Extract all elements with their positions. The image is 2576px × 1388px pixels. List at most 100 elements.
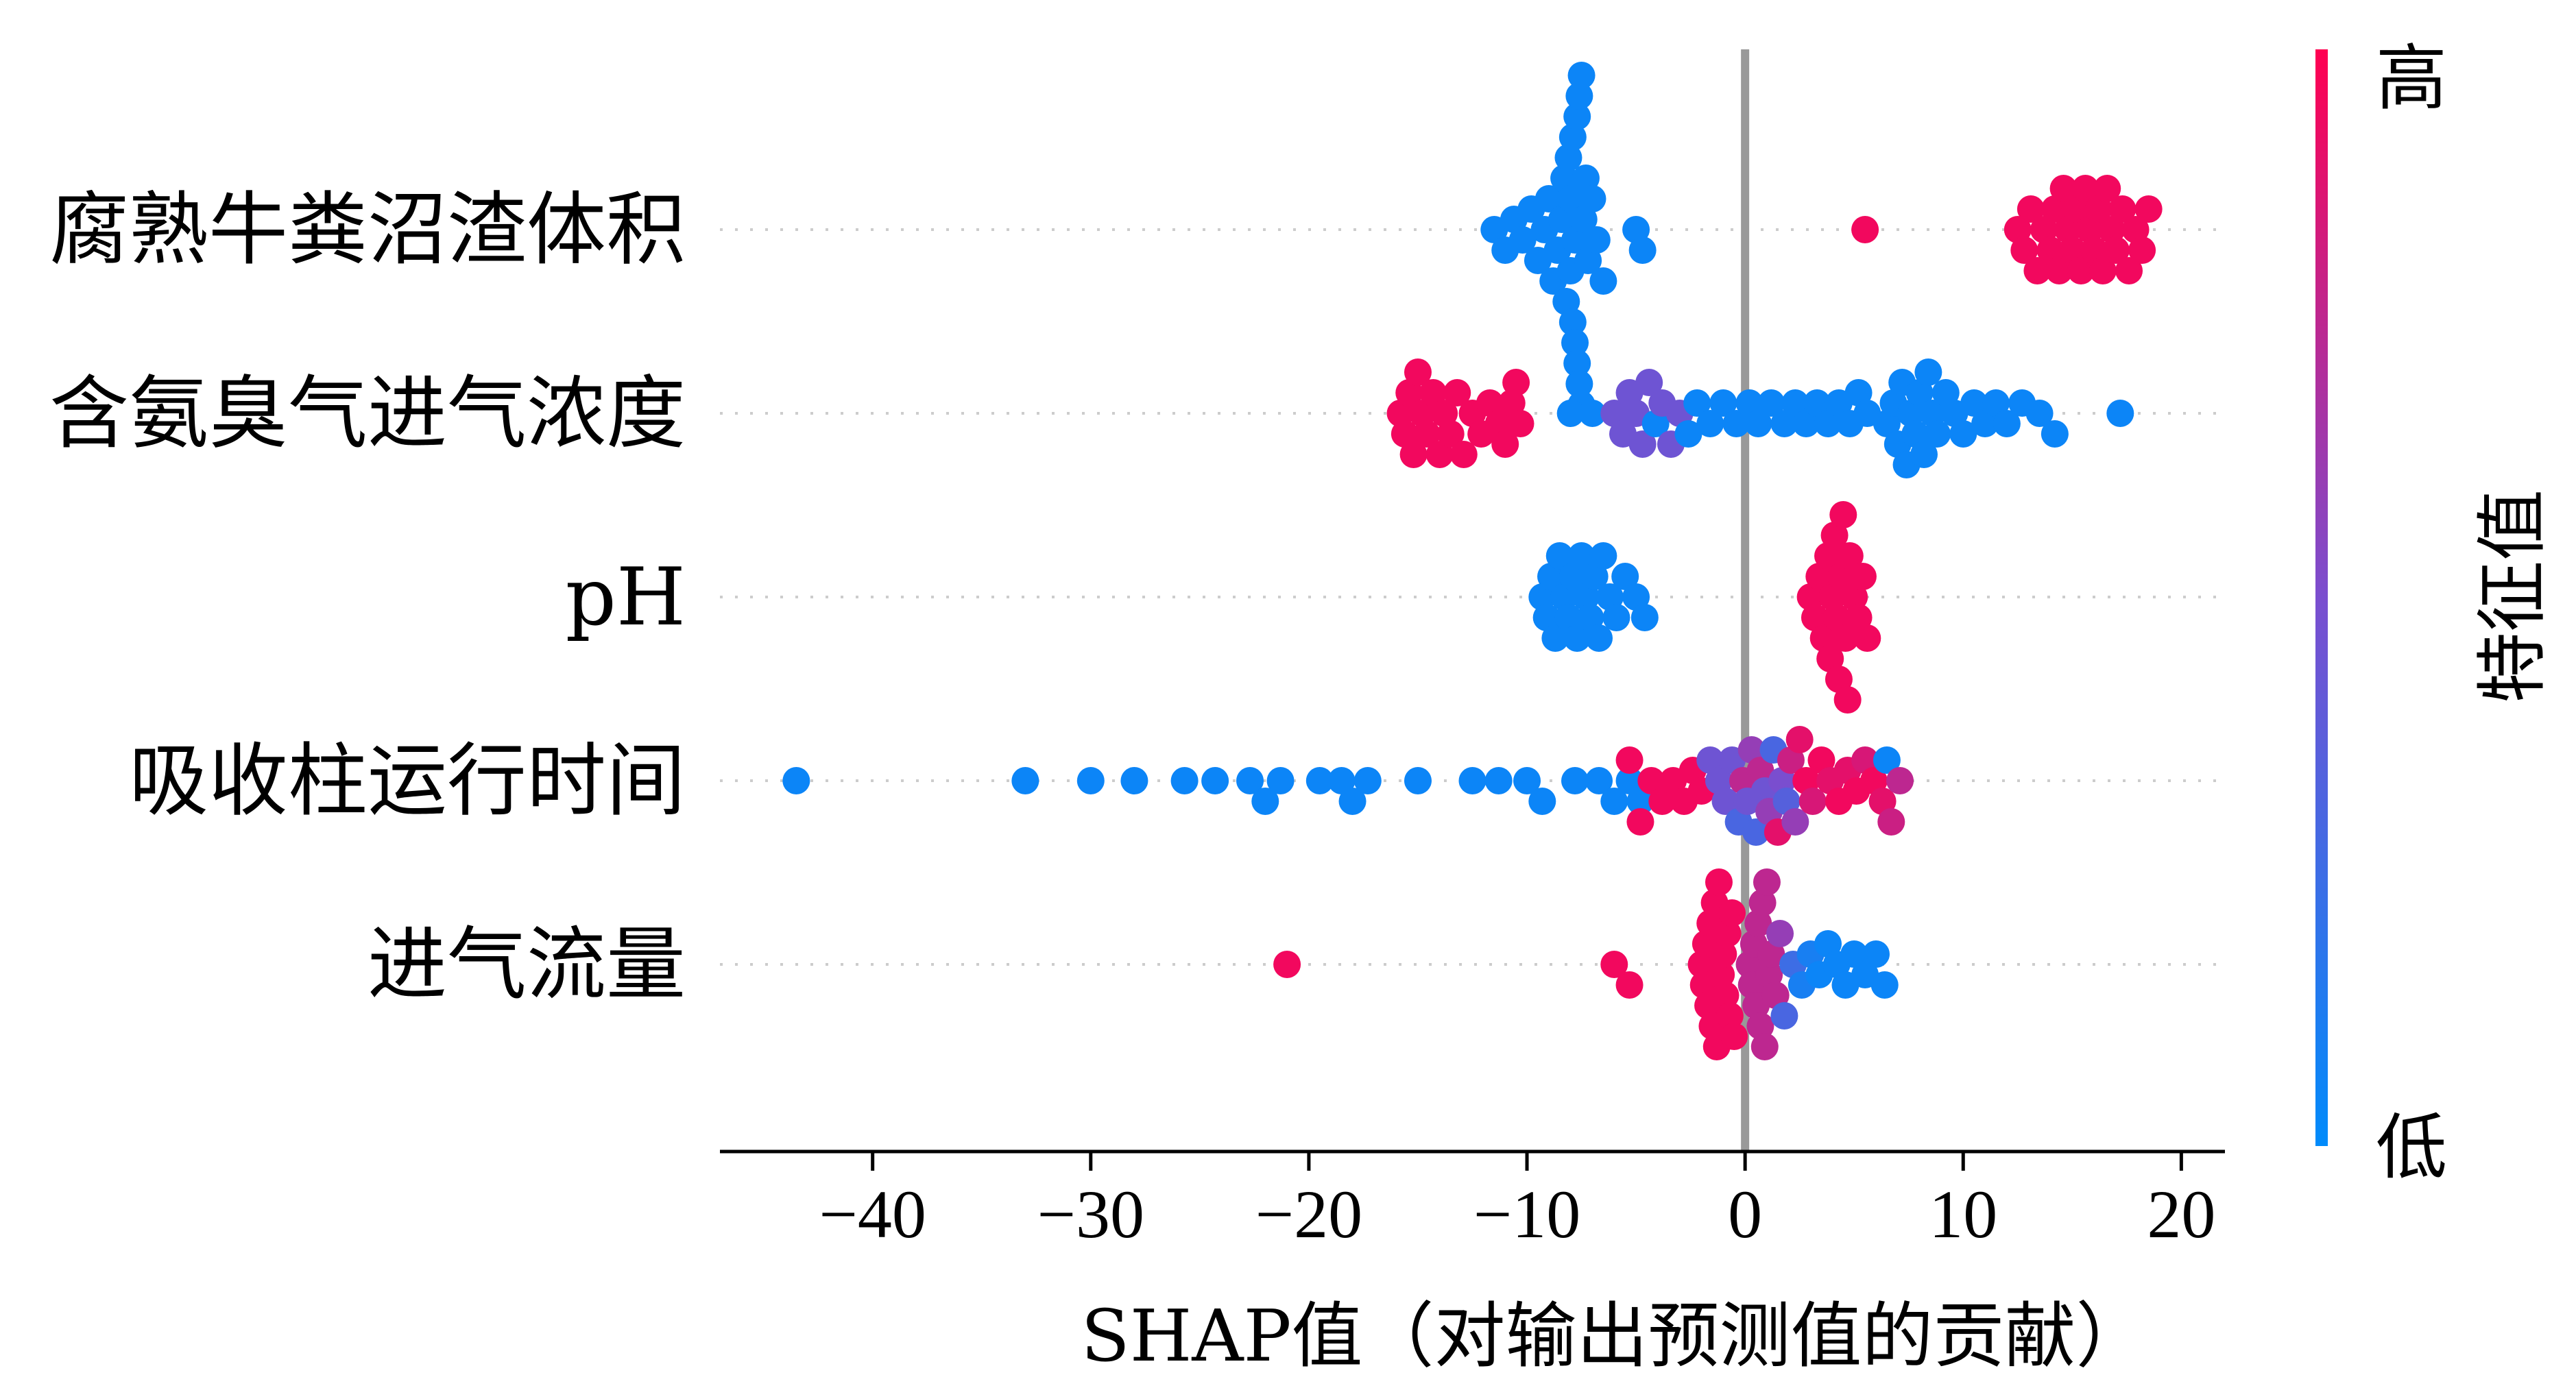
shap-point xyxy=(1705,767,1733,794)
shap-point xyxy=(1746,1012,1774,1040)
shap-point xyxy=(1626,808,1654,836)
shap-point xyxy=(1873,410,1901,437)
shap-point xyxy=(1545,542,1574,570)
shap-point xyxy=(1425,441,1454,468)
shap-point xyxy=(1565,370,1593,398)
shap-point xyxy=(1600,400,1628,427)
shap-point xyxy=(2017,195,2045,223)
shap-point xyxy=(1637,767,1665,794)
shap-point xyxy=(1918,400,1947,427)
shap-point xyxy=(2030,216,2058,243)
points-layer xyxy=(782,62,2163,1060)
feature-label: 吸收柱运行时间 xyxy=(129,735,686,827)
shap-point xyxy=(1814,410,1842,437)
shap-point xyxy=(1578,185,1606,212)
shap-point xyxy=(1851,746,1879,774)
shap-point xyxy=(1870,971,1899,999)
x-tick-label: −30 xyxy=(1037,1176,1144,1252)
shap-point xyxy=(1781,808,1809,836)
shap-point xyxy=(2036,236,2065,264)
shap-point xyxy=(1600,788,1628,815)
shap-point xyxy=(1711,982,1740,1009)
shap-point xyxy=(1408,400,1436,427)
shap-point xyxy=(1744,910,1772,937)
shap-point xyxy=(1753,868,1781,896)
shap-point xyxy=(1960,389,1988,417)
shap-point xyxy=(1809,624,1838,652)
shap-point xyxy=(1449,441,1478,468)
shap-point xyxy=(2003,216,2032,243)
shap-point xyxy=(1757,940,1785,968)
shap-point xyxy=(1532,604,1561,631)
shap-point xyxy=(1814,930,1842,958)
shap-point xyxy=(1585,624,1613,652)
shap-point xyxy=(1615,971,1644,999)
shap-point xyxy=(1897,400,1925,427)
shap-point xyxy=(2023,257,2051,284)
shap-point xyxy=(1931,379,1960,406)
shap-point xyxy=(1628,430,1657,458)
shap-point xyxy=(1572,583,1600,611)
shap-point xyxy=(1707,961,1735,988)
shap-point xyxy=(1696,410,1724,437)
shap-point xyxy=(2075,216,2104,243)
shap-point xyxy=(1563,624,1591,652)
shap-point xyxy=(1563,103,1591,130)
shap-point xyxy=(1554,604,1582,631)
shap-point xyxy=(1419,379,1447,406)
shap-point xyxy=(1513,767,1541,794)
shap-point xyxy=(2058,236,2086,264)
feature-label: 含氨臭气进气浓度 xyxy=(49,367,686,460)
shap-point xyxy=(1971,410,1999,437)
shap-point xyxy=(1840,583,1868,611)
shap-point xyxy=(2134,195,2163,223)
x-tick-label: −10 xyxy=(1473,1176,1580,1252)
x-tick-label: 20 xyxy=(2147,1176,2215,1252)
shap-point xyxy=(1674,420,1702,448)
shap-point xyxy=(1816,645,1844,672)
shap-point xyxy=(1534,185,1563,212)
shap-point xyxy=(2115,257,2143,284)
shap-point xyxy=(1705,868,1733,896)
shap-point xyxy=(1829,501,1857,528)
shap-point xyxy=(1777,746,1805,774)
shap-point xyxy=(1561,329,1589,356)
shap-point xyxy=(1792,410,1820,437)
shap-point xyxy=(1502,369,1530,396)
shap-point xyxy=(2010,236,2038,264)
shap-point xyxy=(1785,726,1814,753)
shap-point xyxy=(1476,389,1504,417)
shap-point xyxy=(1395,379,1423,406)
shap-point xyxy=(1750,1033,1779,1060)
shap-point xyxy=(1569,206,1598,233)
shap-point xyxy=(1792,767,1820,794)
shap-point xyxy=(1508,226,1537,254)
shap-point xyxy=(1596,583,1624,611)
shap-point xyxy=(1558,563,1587,590)
shap-point xyxy=(1720,1023,1748,1050)
shap-point xyxy=(1742,818,1770,846)
shap-point xyxy=(1528,583,1556,611)
shap-point xyxy=(2106,400,2134,427)
shap-point xyxy=(1833,686,1862,714)
shap-point xyxy=(1982,389,2010,417)
shap-point xyxy=(1120,767,1148,794)
shap-point xyxy=(1602,604,1630,631)
shap-point xyxy=(1814,542,1842,570)
shap-point xyxy=(1844,604,1873,631)
shap-point xyxy=(1768,767,1796,794)
shap-point xyxy=(1844,379,1873,406)
shap-point xyxy=(1338,788,1367,815)
shap-point xyxy=(1709,389,1737,417)
x-axis-title: SHAP值（对输出预测值的贡献） xyxy=(1081,1294,2147,1378)
shap-point xyxy=(2045,257,2073,284)
shap-point xyxy=(1849,563,1877,590)
shap-point xyxy=(1615,746,1644,774)
shap-point xyxy=(1600,951,1628,978)
shap-point xyxy=(1574,247,1602,274)
shap-point xyxy=(1923,420,1951,448)
shap-point xyxy=(1458,767,1486,794)
x-tick-label: 0 xyxy=(1728,1176,1762,1252)
